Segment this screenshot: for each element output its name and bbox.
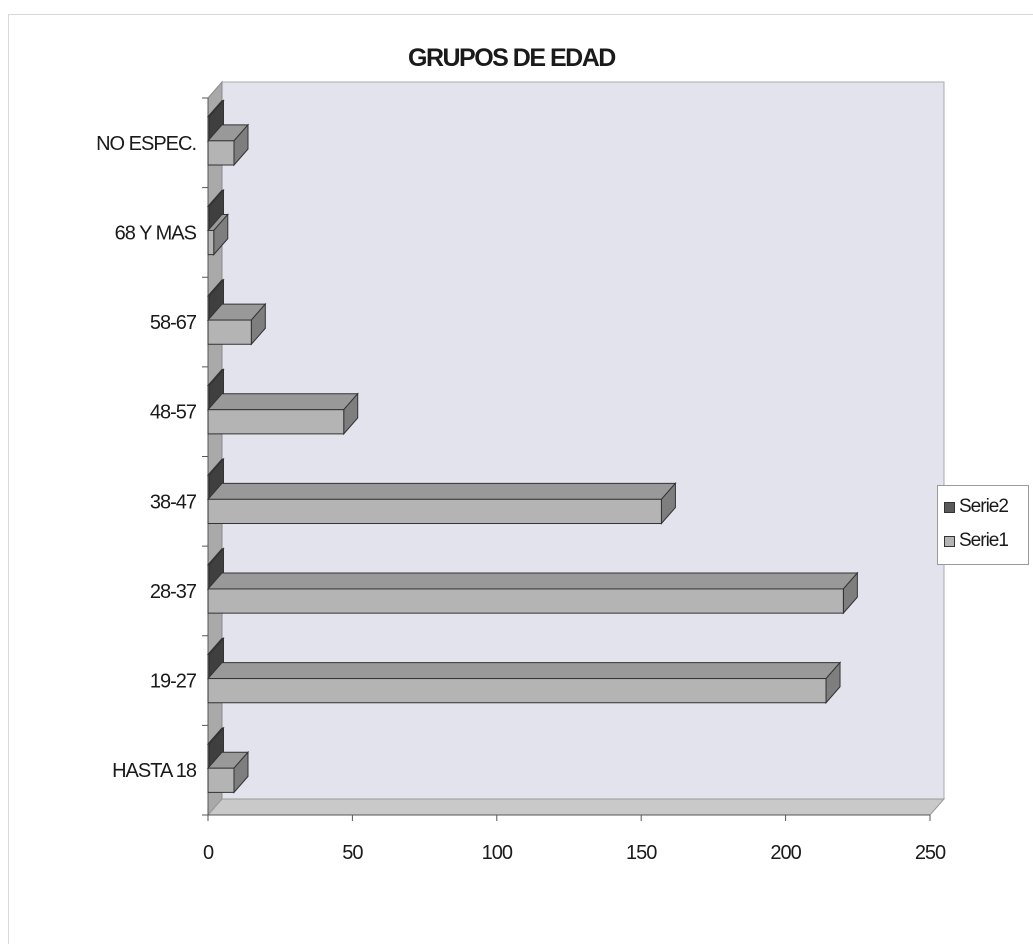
- bar-serie2: [206, 368, 225, 412]
- chart-title-text: GRUPOS DE EDAD: [408, 44, 616, 72]
- category-label: 19-27: [150, 671, 197, 693]
- bar-serie1: [206, 213, 229, 256]
- category-label: HASTA 18: [112, 760, 197, 782]
- bar-front-face: [207, 295, 210, 321]
- bar-serie1: [206, 302, 267, 346]
- legend: Serie2 Serie1: [937, 485, 1029, 565]
- bar-top-face: [206, 393, 359, 411]
- legend-label-serie2: Serie2: [959, 496, 1009, 517]
- legend-label-serie1: Serie1: [959, 530, 1009, 551]
- bar-top-face: [206, 482, 677, 500]
- legend-item-serie2: Serie2: [944, 496, 1009, 518]
- category-label: 68 Y MAS: [115, 222, 197, 244]
- value-tick-label: 100: [482, 842, 513, 864]
- bar-front-face: [207, 409, 345, 435]
- bar-serie1: [206, 392, 359, 436]
- category-label: NO ESPEC.: [96, 133, 196, 155]
- bar-front-face: [207, 229, 215, 256]
- bar-front-face: [207, 678, 827, 704]
- legend-item-serie1: Serie1: [944, 530, 1009, 552]
- chart-walls: [206, 80, 946, 817]
- floor: [206, 798, 946, 816]
- value-tick-label: 150: [626, 842, 657, 864]
- category-label: 48-57: [150, 402, 197, 424]
- bar-front-face: [207, 743, 210, 769]
- legend-swatch-serie1: [944, 535, 955, 547]
- value-tick-label: 200: [770, 842, 801, 864]
- category-label: 38-47: [150, 491, 197, 513]
- category-axis: HASTA 18 19-27 28-37 38-47 48-57 58-67 68 Y MA…: [96, 97, 209, 816]
- bar-front-face: [207, 653, 210, 680]
- bar-front-face: [207, 116, 210, 142]
- bar-front-face: [207, 564, 210, 590]
- bar-top-face: [206, 662, 842, 680]
- bar-serie2: [206, 278, 225, 322]
- bar-front-face: [207, 384, 210, 411]
- bar-top-face: [206, 572, 859, 590]
- category-label: 28-37: [150, 581, 197, 603]
- legend-swatch-serie2: [944, 501, 955, 513]
- bars-group: [206, 99, 859, 794]
- bar-serie1: [206, 481, 677, 525]
- bar-serie1: [206, 571, 859, 615]
- category-label: 58-67: [150, 312, 197, 334]
- bar-serie2: [206, 547, 225, 591]
- value-tick-label: 0: [203, 842, 214, 864]
- bar-front-face: [207, 319, 252, 345]
- bar-front-face: [207, 140, 235, 166]
- bar-serie1: [206, 750, 250, 794]
- bar-front-face: [207, 205, 210, 231]
- bar-front-face: [207, 474, 210, 500]
- bar-serie1: [206, 123, 250, 167]
- bar-front-face: [207, 767, 235, 793]
- value-tick-label: 50: [342, 842, 363, 864]
- bar-serie2: [206, 457, 225, 501]
- bar-front-face: [207, 588, 844, 614]
- value-tick-label: 250: [915, 842, 946, 864]
- bar-front-face: [207, 498, 662, 525]
- value-axis: 0 50 100 150 200 250: [203, 814, 947, 864]
- chart-frame: [8, 14, 1033, 944]
- bar-serie1: [206, 661, 842, 705]
